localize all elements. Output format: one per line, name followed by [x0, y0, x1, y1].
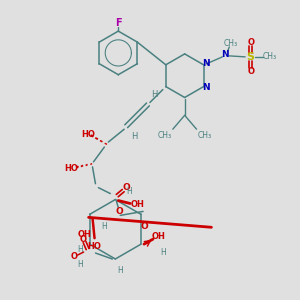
Text: O: O: [116, 207, 123, 216]
Text: CH₃: CH₃: [263, 52, 277, 62]
Text: H: H: [131, 132, 137, 141]
Text: O: O: [140, 222, 148, 231]
Text: HO: HO: [65, 164, 79, 173]
Text: H: H: [102, 222, 107, 231]
Text: O: O: [122, 183, 130, 192]
Text: CH₃: CH₃: [158, 130, 172, 140]
Text: O: O: [70, 251, 77, 260]
Text: H: H: [151, 90, 157, 99]
Text: O: O: [79, 235, 86, 244]
Text: F: F: [115, 18, 122, 28]
Text: CH₃: CH₃: [197, 130, 212, 140]
Text: OH: OH: [130, 200, 144, 209]
Text: O: O: [248, 67, 255, 76]
Text: CH₃: CH₃: [223, 38, 237, 47]
Text: H: H: [77, 260, 82, 269]
Text: H: H: [126, 187, 132, 196]
Text: H: H: [160, 248, 166, 256]
Text: N: N: [202, 83, 209, 92]
Text: O: O: [248, 38, 255, 46]
Text: S: S: [246, 52, 254, 62]
Text: N: N: [202, 59, 209, 68]
Text: OH: OH: [78, 230, 92, 239]
Text: OH: OH: [152, 232, 166, 241]
Text: N: N: [221, 50, 229, 59]
Text: H: H: [77, 244, 82, 253]
Text: HO: HO: [88, 242, 101, 250]
Text: H: H: [117, 266, 123, 275]
Text: HO: HO: [82, 130, 95, 139]
